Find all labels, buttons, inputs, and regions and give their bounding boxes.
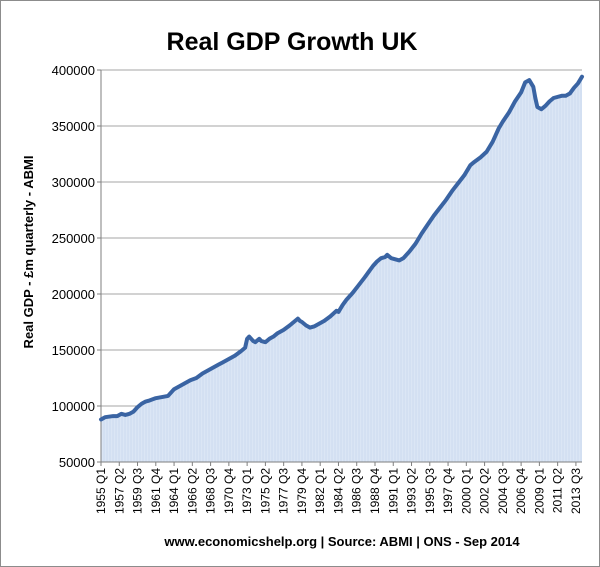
- x-tick-labels: 1955 Q1 1957 Q2 1959 Q3 1961 Q4 1964 Q1 1966 …: [94, 468, 583, 514]
- x-tick-label: 1986 Q3: [350, 468, 364, 514]
- gdp-series-line: [99, 74, 584, 422]
- x-tick-label: 2002 Q2: [478, 468, 492, 514]
- x-tick-label: 1982 Q1: [313, 468, 327, 514]
- y-tick-label: 300000: [52, 175, 95, 190]
- x-tick-label: 2004 Q3: [496, 468, 510, 514]
- x-tick-label: 1970 Q4: [222, 468, 236, 514]
- x-tick-label: 1995 Q3: [423, 468, 437, 514]
- y-tick-label: 100000: [52, 399, 95, 414]
- chart-title: Real GDP Growth UK: [167, 28, 418, 56]
- x-tick-label: 1957 Q2: [112, 468, 126, 514]
- y-tick-label: 400000: [52, 63, 95, 78]
- x-tick-label: 1988 Q4: [368, 468, 382, 514]
- x-tick-label: 1991 Q1: [386, 468, 400, 514]
- x-tick-label: 1959 Q3: [131, 468, 145, 514]
- x-tick-label: 2011 Q2: [551, 468, 565, 513]
- y-tick-label: 350000: [52, 119, 95, 134]
- y-tick-label: 150000: [52, 343, 95, 358]
- axes: [97, 69, 582, 466]
- x-tick-label: 1964 Q1: [167, 468, 181, 514]
- source-caption: www.economicshelp.org | Source: ABMI | O…: [163, 534, 520, 549]
- y-axis-label: Real GDP - £m quarterly - ABMI: [21, 156, 36, 349]
- gdp-line: [99, 74, 584, 422]
- x-tick-label: 1977 Q3: [277, 468, 291, 514]
- x-tick-label: 2000 Q1: [459, 468, 473, 514]
- y-tick-label: 250000: [52, 231, 95, 246]
- y-tick-labels: 50000 100000 150000 200000 250000 300000 35000…: [52, 63, 95, 470]
- x-tick-label: 1966 Q2: [185, 468, 199, 514]
- x-tick-label: 1975 Q2: [258, 468, 272, 514]
- x-tick-label: 2009 Q1: [532, 468, 546, 514]
- x-tick-label: 2013 Q3: [569, 468, 583, 514]
- y-tick-label: 200000: [52, 287, 95, 302]
- y-tick-label: 50000: [59, 455, 95, 470]
- x-tick-label: 1973 Q1: [240, 468, 254, 514]
- x-tick-label: 1984 Q2: [331, 468, 345, 514]
- x-tick-label: 1961 Q4: [149, 468, 163, 514]
- x-tick-label: 1979 Q4: [295, 468, 309, 514]
- x-tick-label: 1955 Q1: [94, 468, 108, 514]
- x-tick-label: 1968 Q3: [204, 468, 218, 514]
- area-hatch-pattern: [103, 78, 582, 462]
- x-tick-label: 2006 Q4: [514, 468, 528, 514]
- x-tick-label: 1993 Q2: [405, 468, 419, 514]
- x-tick-label: 1997 Q4: [441, 468, 455, 514]
